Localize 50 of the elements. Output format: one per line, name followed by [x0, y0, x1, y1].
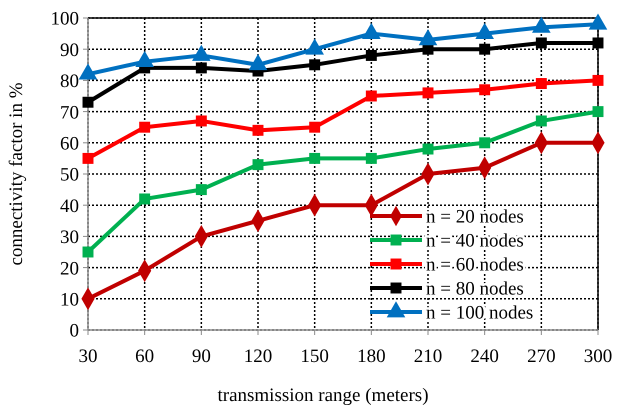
- point: [82, 152, 94, 164]
- point: [536, 37, 547, 48]
- x-tick-label: 180: [357, 346, 386, 367]
- y-axis-title: connectivity factor in %: [6, 82, 27, 266]
- x-tick-label: 90: [192, 346, 211, 367]
- point: [536, 115, 547, 126]
- point: [592, 37, 604, 48]
- point: [479, 44, 490, 55]
- y-tick-label: 50: [60, 164, 79, 186]
- point: [196, 115, 207, 126]
- point: [592, 106, 604, 118]
- point: [422, 87, 434, 98]
- x-tick-label: 240: [470, 346, 499, 367]
- y-tick-label: 80: [60, 71, 79, 92]
- point: [252, 159, 264, 170]
- y-tick-label: 100: [50, 8, 79, 30]
- y-tick-label: 0: [70, 320, 79, 342]
- point: [309, 122, 320, 133]
- point: [366, 90, 377, 102]
- y-tick-label: 70: [60, 102, 79, 124]
- point: [536, 78, 547, 89]
- point: [252, 124, 264, 136]
- point: [309, 59, 320, 70]
- point: [309, 152, 320, 164]
- x-tick-label: 300: [584, 346, 612, 367]
- y-tick-label: 20: [60, 258, 79, 280]
- y-tick-label: 60: [60, 133, 79, 154]
- y-tick-label: 10: [60, 289, 79, 310]
- x-axis-title: transmission range (meters): [217, 385, 429, 405]
- point: [479, 84, 490, 96]
- x-tick-label: 270: [527, 346, 556, 367]
- x-tick-label: 150: [300, 346, 329, 367]
- point: [592, 74, 604, 86]
- point: [196, 62, 207, 74]
- y-tick-label: 90: [60, 40, 79, 61]
- x-tick-label: 210: [414, 346, 442, 367]
- point: [196, 184, 207, 196]
- point: [139, 193, 150, 204]
- point: [82, 246, 94, 258]
- point: [479, 137, 490, 148]
- point: [366, 50, 377, 61]
- y-tick-label: 40: [60, 196, 79, 217]
- x-tick-label: 60: [135, 346, 154, 367]
- point: [422, 144, 434, 155]
- y-tick-label: 30: [60, 227, 79, 248]
- x-tick-label: 30: [78, 346, 98, 367]
- x-tick-label: 120: [244, 346, 272, 367]
- point: [82, 96, 94, 108]
- point: [139, 122, 150, 133]
- point: [366, 152, 377, 164]
